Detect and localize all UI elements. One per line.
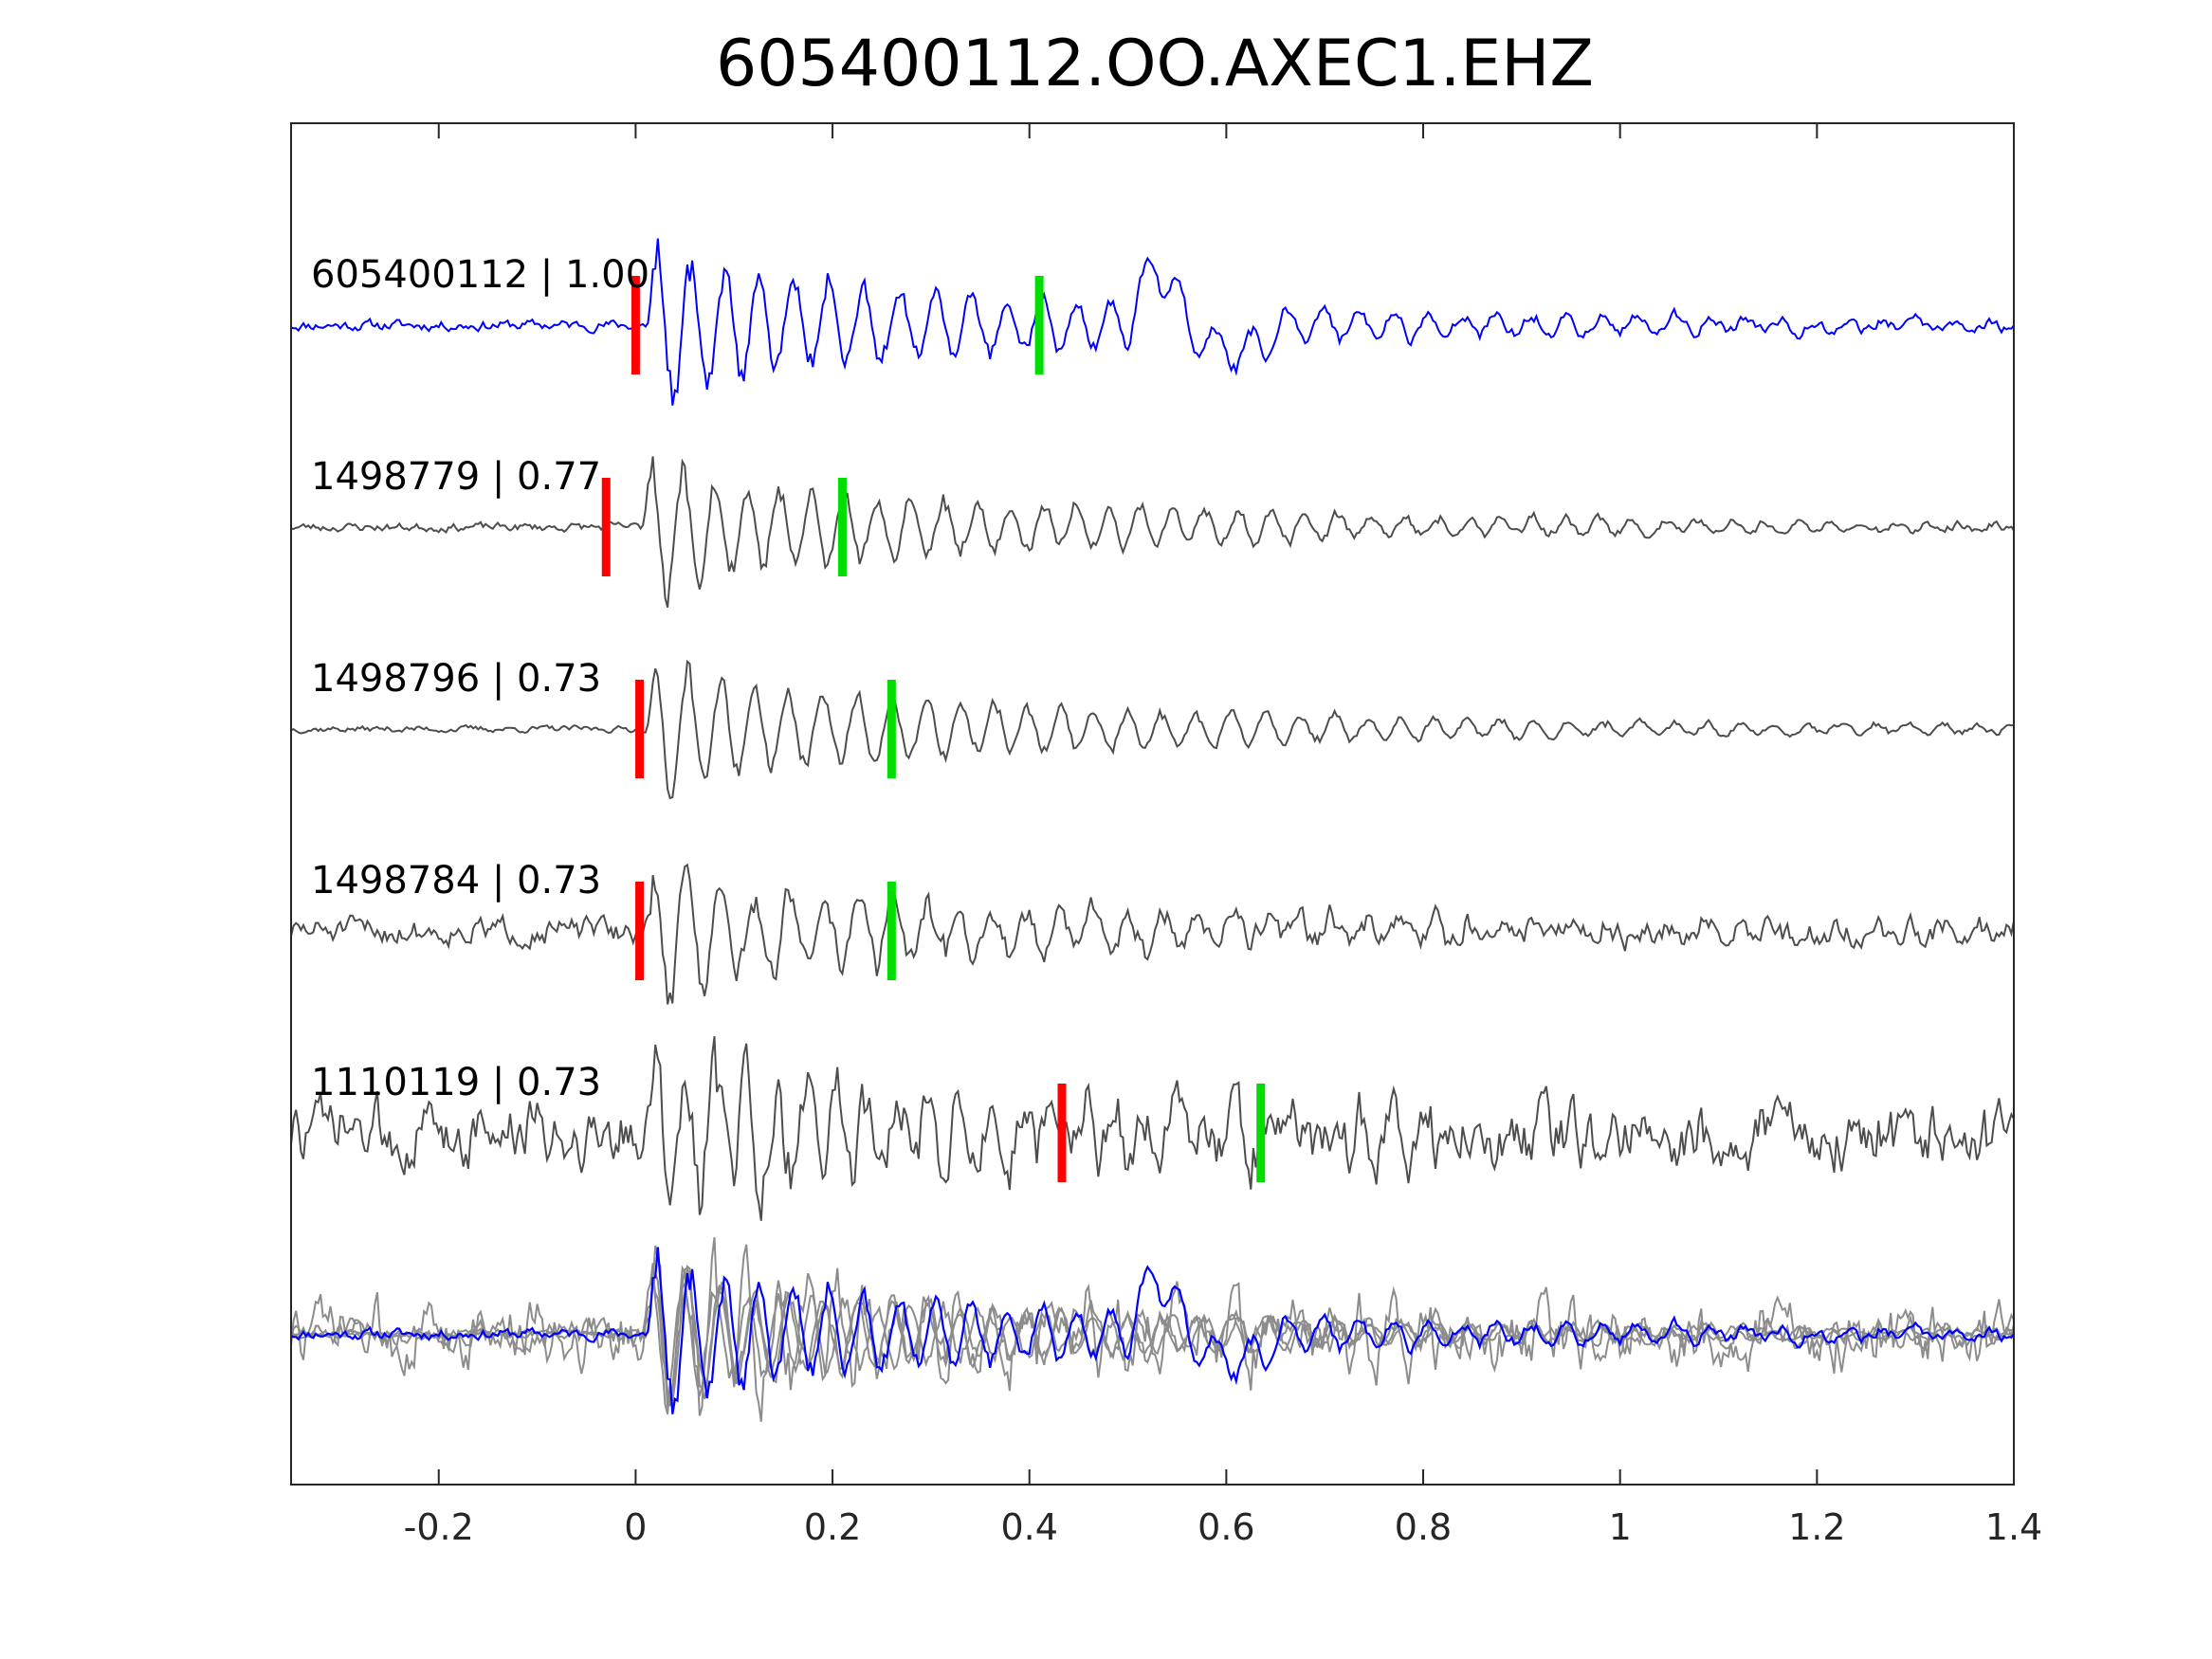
chart-title: 605400112.OO.AXEC1.EHZ	[716, 27, 1594, 101]
picks-layer	[601, 276, 1266, 1182]
overlay-trace-605400112	[290, 1247, 2015, 1414]
trace-line-1498784	[290, 863, 2015, 1005]
trace-labels-layer: 605400112 | 1.00 1498779 | 0.77 1498796 | …	[311, 253, 649, 1104]
trace-line-1498779	[290, 456, 2015, 609]
x-tick-label-0.2: 0.2	[804, 1506, 861, 1548]
trace-label-1110119: 1110119 | 0.73	[311, 1061, 601, 1104]
trace-line-1498796	[290, 659, 2015, 800]
trace-label-1498796: 1498796 | 0.73	[311, 657, 601, 701]
trace-label-1498784: 1498784 | 0.73	[311, 859, 601, 902]
traces-layer	[290, 238, 2015, 1422]
trace-line-1110119	[290, 1036, 2015, 1221]
x-tick-label-1.2: 1.2	[1788, 1506, 1845, 1548]
overlay-trace-1110119	[290, 1237, 2015, 1422]
x-tick-label-1.4: 1.4	[1985, 1506, 2042, 1548]
x-tick-label-0.8: 0.8	[1395, 1506, 1452, 1548]
x-axis: -0.2 0 0.2 0.4 0.6 0.8 1 1.2 1.4	[404, 123, 2042, 1548]
overlay-trace-1498784	[290, 1266, 2015, 1408]
trace-label-605400112: 605400112 | 1.00	[311, 253, 649, 297]
x-tick-label-0.4: 0.4	[1000, 1506, 1057, 1548]
x-tick-label-0.6: 0.6	[1197, 1506, 1254, 1548]
plot-axes-frame	[290, 122, 2015, 1486]
x-tick-label-1: 1	[1609, 1506, 1632, 1548]
trace-label-1498779: 1498779 | 0.77	[311, 455, 601, 499]
trace-line-605400112	[290, 238, 2015, 406]
x-tick-label-0: 0	[624, 1506, 647, 1548]
x-tick-label--0.2: -0.2	[404, 1506, 474, 1548]
